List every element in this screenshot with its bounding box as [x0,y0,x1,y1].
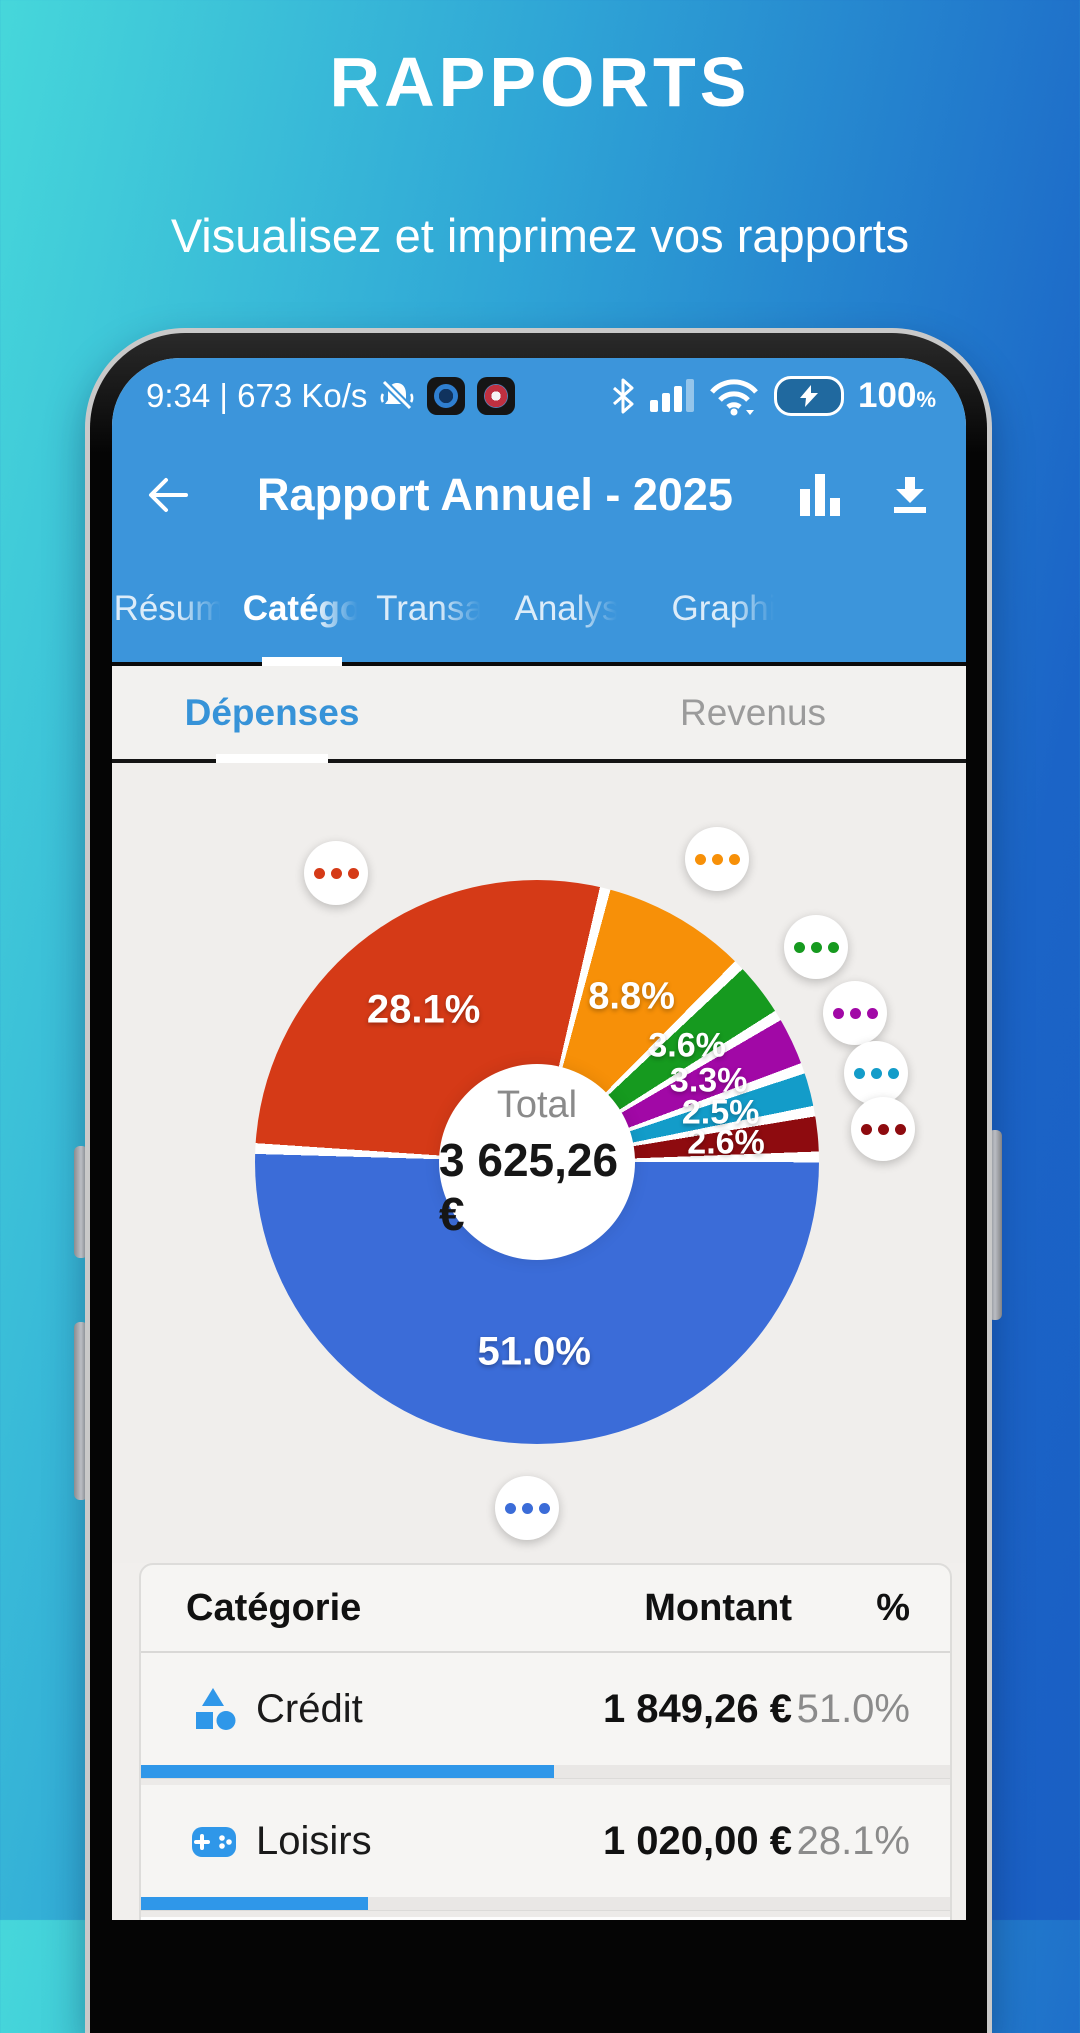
app-bar: Rapport Annuel - 2025 [112,433,966,556]
battery-icon [774,375,845,416]
category-table-card: Catégorie Montant % Crédit 1 849,26 € 51… [139,1563,952,1920]
subtab-depenses[interactable]: Dépenses [184,691,360,733]
pie-slice-label-cyan: 2.5% [681,1093,760,1132]
ellipsis-dot [866,1007,878,1019]
bluetooth-icon [610,377,636,415]
table-row-credit[interactable]: Crédit 1 849,26 € 51.0% [141,1653,950,1765]
table-header: Catégorie Montant % [141,1565,950,1653]
row-divider [141,1910,950,1917]
ellipsis-dot [728,853,740,865]
next-row-stub [141,1917,950,1920]
row-progress-bar [141,1897,950,1910]
tab-resume[interactable]: Résum [113,589,225,628]
wifi-icon [708,376,760,416]
header-category: Catégorie [186,1586,362,1629]
ellipsis-dot [860,1123,872,1135]
header-amount: Montant [644,1586,792,1629]
ellipsis-dot [827,941,839,953]
slice-menu-button-purple[interactable] [823,981,887,1045]
phone-volume-button [74,1146,88,1258]
pie-chart-section: 8.8% 3.6% 3.3% 2.5% 2.6% 51.0% 28.1% Total 3 6… [112,763,966,1563]
gamepad-icon [186,1813,256,1869]
phone-screen: 9:34 | 673 Ko/s [112,358,966,1920]
bar-chart-icon[interactable] [800,473,840,516]
sub-tab-bar: Dépenses Revenus [112,666,966,763]
page-title: RAPPORTS [329,43,751,121]
slice-menu-button-darkred[interactable] [851,1097,915,1161]
ellipsis-dot [793,941,805,953]
slice-menu-button-red[interactable] [304,841,368,905]
signal-icon [650,379,695,412]
ellipsis-dot [849,1007,861,1019]
pie-slice-label-darkred: 2.6% [687,1123,765,1162]
status-bar: 9:34 | 673 Ko/s [112,358,966,433]
pie-slice-label-orange: 8.8% [588,975,675,1018]
ellipsis-dot [504,1502,516,1514]
category-table-section: Catégorie Montant % Crédit 1 849,26 € 51… [112,1563,966,1920]
ellipsis-dot [694,853,706,865]
slice-menu-button-cyan[interactable] [844,1041,908,1105]
tab-transactions[interactable]: Transa [376,589,484,628]
ellipsis-dot [832,1007,844,1019]
total-value: 3 625,26 € [439,1133,619,1240]
notification-app-icon [427,376,466,415]
ellipsis-dot [538,1502,550,1514]
pie-slice-label-red: 28.1% [366,987,481,1032]
subtab-revenus[interactable]: Revenus [679,691,827,733]
slice-menu-button-orange[interactable] [685,827,749,891]
ellipsis-dot [894,1123,906,1135]
row-progress-bar [141,1765,950,1778]
nav-tab-bar: Résum Catégo Transa Analys Graphi [112,556,966,666]
active-tab-indicator [262,657,342,666]
row-amount: 1 849,26 € [602,1686,792,1731]
ellipsis-dot [347,867,359,879]
ellipsis-dot [521,1502,533,1514]
total-label: Total [496,1083,578,1126]
slice-menu-button-green[interactable] [784,915,848,979]
slice-menu-button-blue[interactable] [495,1476,559,1540]
header-percent: % [876,1586,910,1629]
row-amount: 1 020,00 € [602,1818,792,1863]
report-title: Rapport Annuel - 2025 [257,468,733,520]
back-arrow-icon[interactable] [146,476,190,514]
shapes-icon [186,1682,256,1736]
phone-volume-button [74,1322,88,1500]
download-icon[interactable] [888,473,932,517]
status-time-network: 9:34 | 673 Ko/s [146,376,368,414]
active-subtab-indicator [216,754,328,763]
ellipsis-dot [887,1067,899,1079]
tab-categories[interactable]: Catégo [242,589,362,628]
row-category-name: Crédit [256,1686,363,1731]
pie-slice-label-purple: 3.3% [669,1061,748,1100]
battery-percent: 100% [858,375,936,415]
row-percent: 51.0% [796,1686,910,1731]
ellipsis-dot [870,1067,882,1079]
ellipsis-dot [313,867,325,879]
tab-graphiques[interactable]: Graphi [671,589,777,628]
phone-mockup: 9:34 | 673 Ko/s [85,328,992,2033]
tab-analyse[interactable]: Analys [514,589,620,628]
pie-slice-label-blue: 51.0% [477,1329,591,1374]
pie-slice-label-green: 3.6% [648,1026,726,1065]
page-subtitle: Visualisez et imprimez vos rapports [170,209,910,262]
row-category-name: Loisirs [256,1818,372,1863]
donut-center: Total 3 625,26 € [439,1064,635,1260]
ellipsis-dot [330,867,342,879]
notification-app-icon [477,376,516,415]
table-row-loisirs[interactable]: Loisirs 1 020,00 € 28.1% [141,1785,950,1897]
ellipsis-dot [711,853,723,865]
row-percent: 28.1% [796,1818,910,1863]
mute-bell-icon [379,378,415,414]
ellipsis-dot [853,1067,865,1079]
ellipsis-dot [877,1123,889,1135]
ellipsis-dot [810,941,822,953]
row-divider [141,1778,950,1785]
